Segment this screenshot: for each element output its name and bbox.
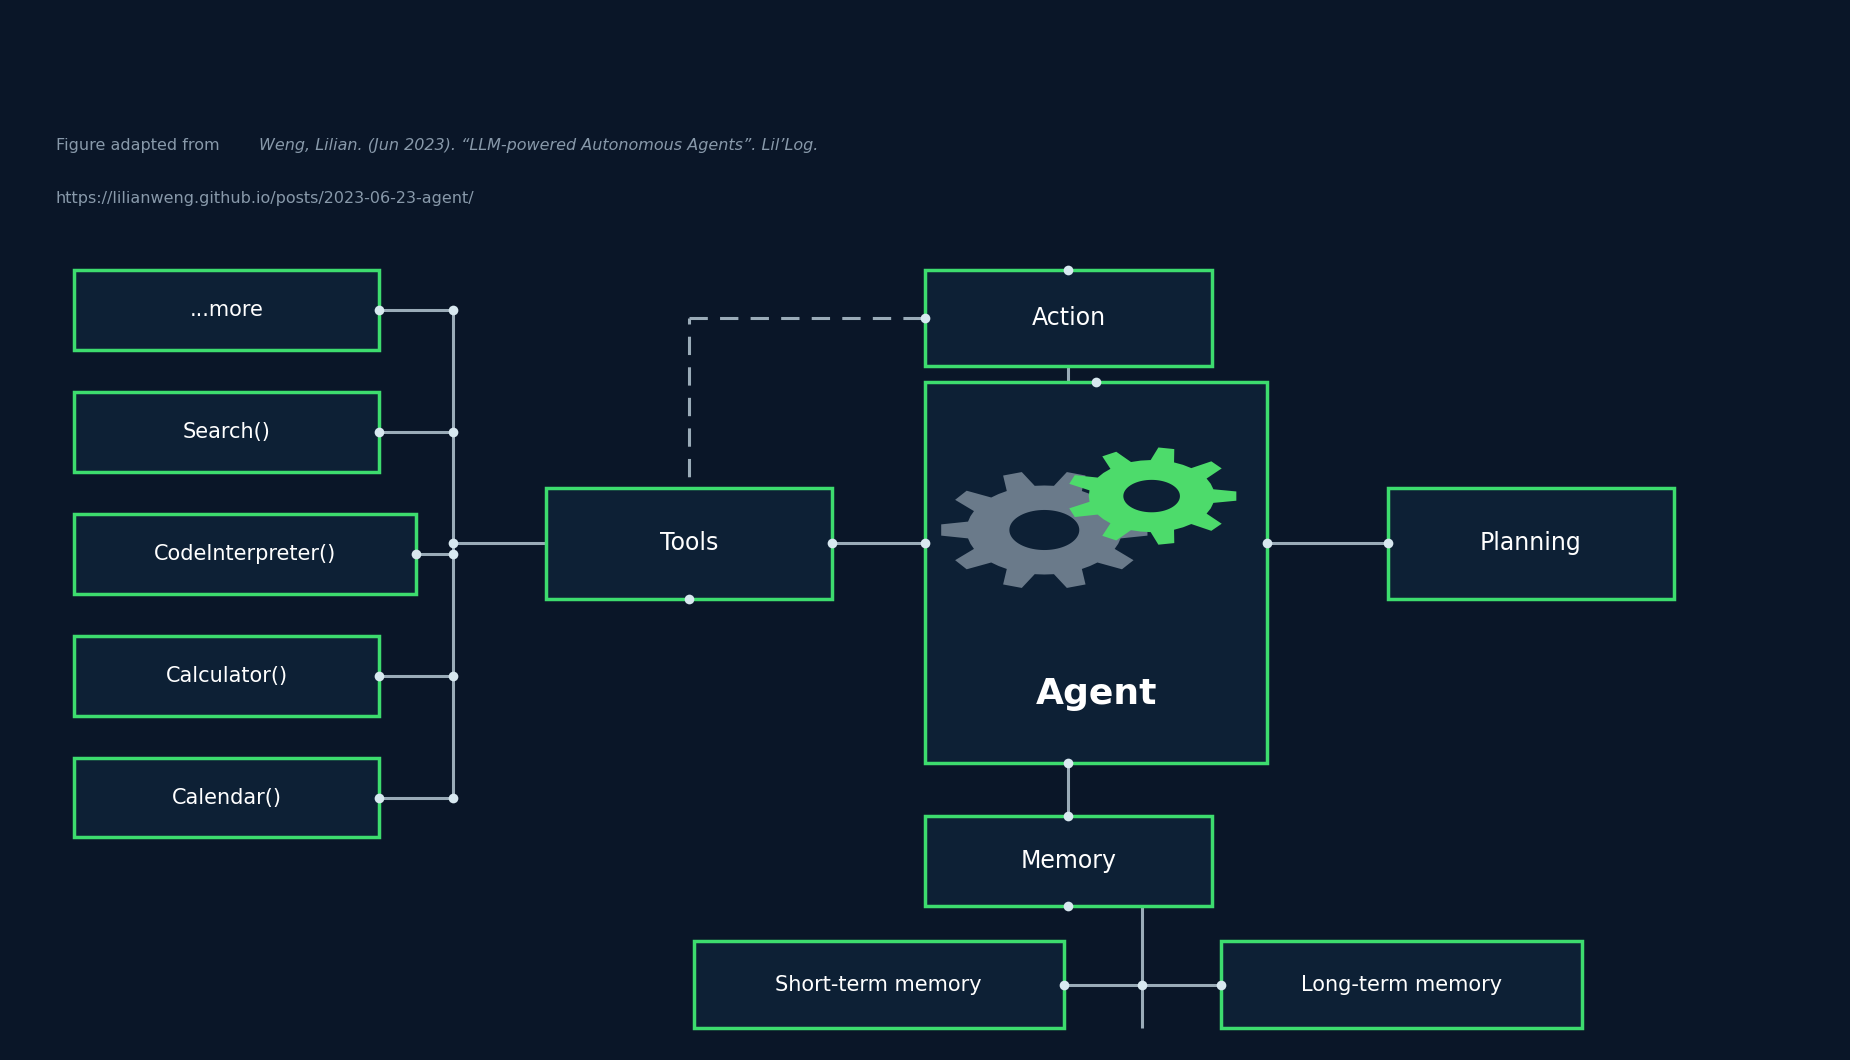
Text: Figure adapted from: Figure adapted from — [56, 138, 224, 153]
FancyBboxPatch shape — [925, 816, 1212, 906]
PathPatch shape — [1069, 447, 1236, 545]
FancyBboxPatch shape — [74, 270, 379, 350]
Text: Search(): Search() — [183, 422, 270, 442]
Text: CodeInterpreter(): CodeInterpreter() — [154, 544, 337, 564]
Text: https://lilianweng.github.io/posts/2023-06-23-agent/: https://lilianweng.github.io/posts/2023-… — [56, 191, 474, 206]
Text: Agent: Agent — [1036, 677, 1156, 711]
FancyBboxPatch shape — [1221, 941, 1582, 1028]
Text: Short-term memory: Short-term memory — [775, 975, 982, 994]
Text: Calendar(): Calendar() — [172, 788, 281, 808]
Text: Planning: Planning — [1480, 531, 1582, 555]
Text: Calculator(): Calculator() — [165, 666, 289, 686]
FancyBboxPatch shape — [74, 392, 379, 472]
Text: Tools: Tools — [660, 531, 718, 555]
Polygon shape — [1010, 510, 1079, 550]
FancyBboxPatch shape — [925, 270, 1212, 366]
PathPatch shape — [942, 472, 1147, 588]
FancyBboxPatch shape — [74, 758, 379, 837]
FancyBboxPatch shape — [74, 636, 379, 716]
FancyBboxPatch shape — [694, 941, 1064, 1028]
Polygon shape — [1123, 480, 1180, 512]
Text: ...more: ...more — [191, 300, 263, 320]
Text: Action: Action — [1030, 306, 1106, 330]
FancyBboxPatch shape — [74, 514, 416, 594]
FancyBboxPatch shape — [925, 382, 1267, 763]
Text: Long-term memory: Long-term memory — [1301, 975, 1502, 994]
FancyBboxPatch shape — [546, 488, 832, 599]
Text: Memory: Memory — [1021, 849, 1116, 873]
Text: Weng, Lilian. (Jun 2023). “LLM-powered Autonomous Agents”. Lil’Log.: Weng, Lilian. (Jun 2023). “LLM-powered A… — [259, 138, 818, 153]
FancyBboxPatch shape — [1388, 488, 1674, 599]
